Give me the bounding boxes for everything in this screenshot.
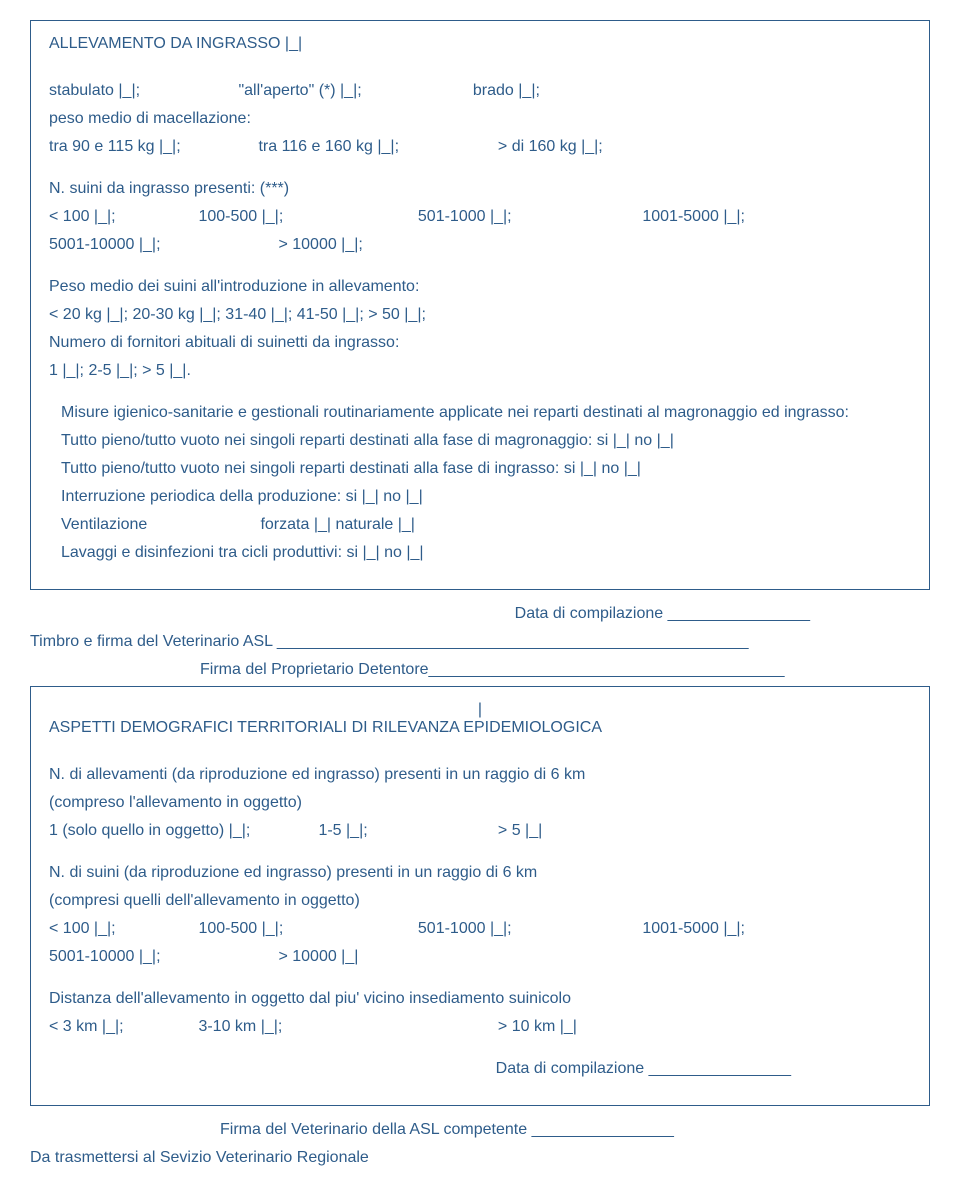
ventilazione-options[interactable]: forzata |_| naturale |_| xyxy=(260,516,415,533)
timbro-firma-vet[interactable]: Timbro e firma del Veterinario ASL _____… xyxy=(30,630,930,654)
n-suini-options-row2: 5001-10000 |_|; > 10000 |_| xyxy=(49,945,911,969)
peso-introduzione-options[interactable]: < 20 kg |_|; 20-30 kg |_|; 31-40 |_|; 41… xyxy=(49,303,911,327)
n-allevamenti-options: 1 (solo quello in oggetto) |_|; 1-5 |_|;… xyxy=(49,819,911,843)
opt-allaperto[interactable]: "all'aperto" (*) |_|; xyxy=(238,79,468,103)
misura-interruzione[interactable]: Interruzione periodica della produzione:… xyxy=(49,485,911,509)
peso-introduzione-label: Peso medio dei suini all'introduzione in… xyxy=(49,275,911,299)
opt-1001-5000[interactable]: 1001-5000 |_|; xyxy=(642,208,745,225)
nsuini-options-row1: < 100 |_|; 100-500 |_|; 501-1000 |_|; 10… xyxy=(49,205,911,229)
section-aspetti-demografici: | ASPETTI DEMOGRAFICI TERRITORIALI DI RI… xyxy=(30,686,930,1106)
section-title: ALLEVAMENTO DA INGRASSO |_| xyxy=(49,35,911,53)
opt-solo1[interactable]: 1 (solo quello in oggetto) |_|; xyxy=(49,819,314,843)
opt-lt100[interactable]: < 100 |_|; xyxy=(49,205,194,229)
nsuini-options-row2: 5001-10000 |_|; > 10000 |_|; xyxy=(49,233,911,257)
housing-options: stabulato |_|; "all'aperto" (*) |_|; bra… xyxy=(49,79,911,103)
opt-1-5[interactable]: 1-5 |_|; xyxy=(318,819,493,843)
n-allevamenti-label: N. di allevamenti (da riproduzione ed in… xyxy=(49,763,911,787)
n-allevamenti-sub: (compreso l'allevamento in oggetto) xyxy=(49,791,911,815)
misure-intro: Misure igienico-sanitarie e gestionali r… xyxy=(49,401,911,425)
opt-501-1000[interactable]: 501-1000 |_|; xyxy=(418,205,638,229)
opt-brado[interactable]: brado |_|; xyxy=(473,82,540,99)
opt-5001-10000b[interactable]: 5001-10000 |_|; xyxy=(49,945,274,969)
opt-gt10000[interactable]: > 10000 |_|; xyxy=(278,236,362,253)
trasmettersi-note: Da trasmettersi al Sevizio Veterinario R… xyxy=(30,1146,930,1170)
firma-proprietario[interactable]: Firma del Proprietario Detentore________… xyxy=(30,658,930,682)
opt-gt160[interactable]: > di 160 kg |_|; xyxy=(498,138,603,155)
firma-vet-asl[interactable]: Firma del Veterinario della ASL competen… xyxy=(30,1118,930,1142)
n-suini-sub: (compresi quelli dell'allevamento in ogg… xyxy=(49,889,911,913)
section2-title: ASPETTI DEMOGRAFICI TERRITORIALI DI RILE… xyxy=(49,719,911,737)
fornitori-options[interactable]: 1 |_|; 2-5 |_|; > 5 |_|. xyxy=(49,359,911,383)
n-suini-options-row1: < 100 |_|; 100-500 |_|; 501-1000 |_|; 10… xyxy=(49,917,911,941)
data-compilazione-2[interactable]: Data di compilazione ________________ xyxy=(49,1057,911,1081)
fornitori-label: Numero di fornitori abituali di suinetti… xyxy=(49,331,911,355)
pipe-mark: | xyxy=(49,701,911,719)
peso-macellazione-label: peso medio di macellazione: xyxy=(49,107,911,131)
distanza-label: Distanza dell'allevamento in oggetto dal… xyxy=(49,987,911,1011)
misura-lavaggi[interactable]: Lavaggi e disinfezioni tra cicli produtt… xyxy=(49,541,911,565)
ventilazione-label: Ventilazione xyxy=(61,513,256,537)
opt-gt10000b[interactable]: > 10000 |_| xyxy=(278,948,358,965)
opt-90-115[interactable]: tra 90 e 115 kg |_|; xyxy=(49,135,254,159)
section-allevamento-ingrasso: ALLEVAMENTO DA INGRASSO |_| stabulato |_… xyxy=(30,20,930,590)
opt-100-500[interactable]: 100-500 |_|; xyxy=(198,205,413,229)
nsuini-label: N. suini da ingrasso presenti: (***) xyxy=(49,177,911,201)
opt-gt10km[interactable]: > 10 km |_| xyxy=(498,1018,577,1035)
opt-1001-5000b[interactable]: 1001-5000 |_|; xyxy=(642,920,745,937)
opt-gt5[interactable]: > 5 |_| xyxy=(498,822,542,839)
distanza-options: < 3 km |_|; 3-10 km |_|; > 10 km |_| xyxy=(49,1015,911,1039)
opt-116-160[interactable]: tra 116 e 160 kg |_|; xyxy=(258,135,493,159)
opt-100-500b[interactable]: 100-500 |_|; xyxy=(198,917,413,941)
opt-lt100b[interactable]: < 100 |_|; xyxy=(49,917,194,941)
opt-lt3km[interactable]: < 3 km |_|; xyxy=(49,1015,194,1039)
misura-ingrasso[interactable]: Tutto pieno/tutto vuoto nei singoli repa… xyxy=(49,457,911,481)
peso-macellazione-options: tra 90 e 115 kg |_|; tra 116 e 160 kg |_… xyxy=(49,135,911,159)
n-suini-label: N. di suini (da riproduzione ed ingrasso… xyxy=(49,861,911,885)
opt-stabulato[interactable]: stabulato |_|; xyxy=(49,79,234,103)
opt-501-1000b[interactable]: 501-1000 |_|; xyxy=(418,917,638,941)
misura-ventilazione[interactable]: Ventilazione forzata |_| naturale |_| xyxy=(49,513,911,537)
data-compilazione[interactable]: Data di compilazione ________________ xyxy=(30,602,930,626)
misura-magronaggio[interactable]: Tutto pieno/tutto vuoto nei singoli repa… xyxy=(49,429,911,453)
opt-3-10km[interactable]: 3-10 km |_|; xyxy=(198,1015,493,1039)
opt-5001-10000[interactable]: 5001-10000 |_|; xyxy=(49,233,274,257)
